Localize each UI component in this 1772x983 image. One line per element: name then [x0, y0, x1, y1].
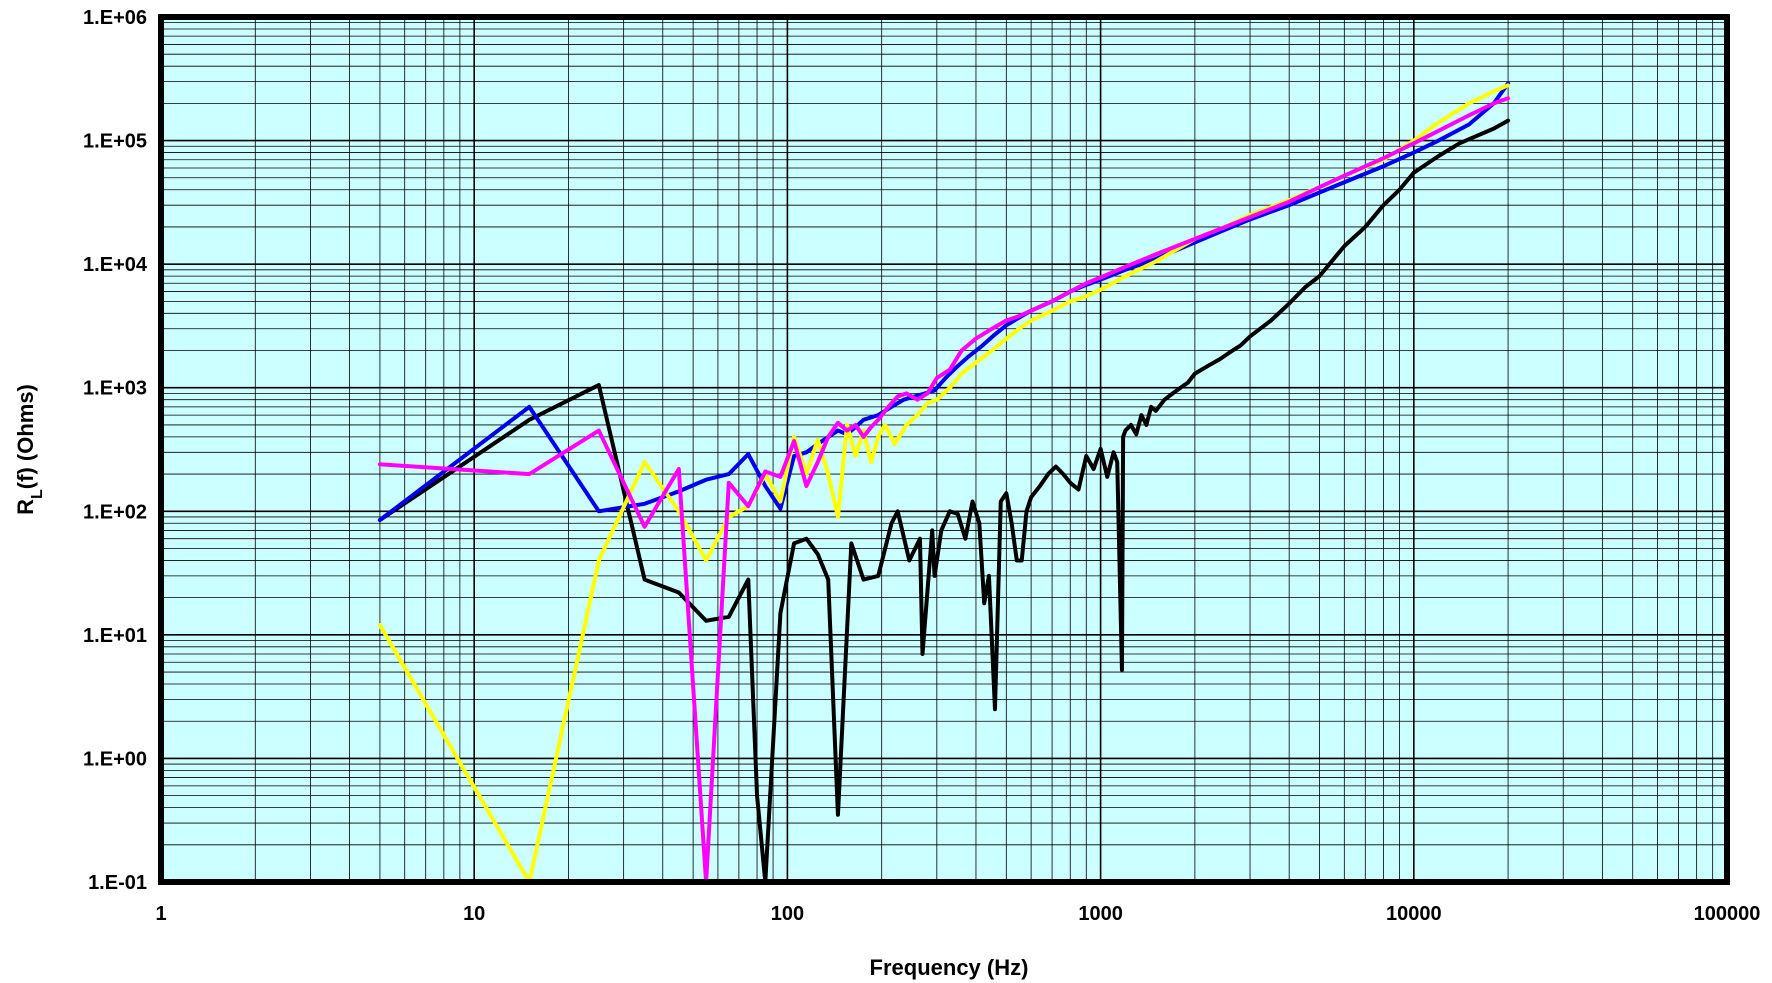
- series-line-1: [377, 118, 1511, 884]
- y-tick-label: 1.E+06: [83, 7, 147, 29]
- plot-frame: [158, 14, 1730, 885]
- x-axis-title: Frequency (Hz): [870, 955, 1029, 980]
- y-axis-title: RL(f) (Ohms): [13, 384, 46, 515]
- minor-gridlines: [161, 17, 1727, 882]
- series-line-2: [377, 81, 1511, 523]
- x-tick-label: 100: [771, 903, 804, 925]
- x-tick-labels: 1 10 100 1000 10000 100000: [155, 903, 1760, 925]
- plot-background: [161, 17, 1727, 882]
- y-tick-label: 1.E+03: [83, 378, 147, 400]
- x-tick-label: 1000: [1078, 903, 1123, 925]
- x-tick-label: 10: [463, 903, 485, 925]
- y-tick-label: 1.E+05: [83, 131, 147, 153]
- series-layer: [377, 81, 1511, 884]
- y-tick-label: 1.E-01: [88, 872, 147, 894]
- series-line-4: [377, 96, 1511, 884]
- y-tick-labels: 1.E-01 1.E+00 1.E+01 1.E+02 1.E+03 1.E+04 1.E+…: [83, 7, 148, 894]
- x-tick-label: 10000: [1386, 903, 1442, 925]
- x-tick-label: 1: [155, 903, 166, 925]
- y-tick-label: 1.E+00: [83, 748, 147, 770]
- y-axis-title-main: R: [13, 499, 38, 515]
- y-tick-label: 1.E+01: [83, 625, 147, 647]
- y-axis-title-subscript: L: [29, 489, 46, 499]
- y-axis-title-rest: (f) (Ohms): [13, 384, 38, 489]
- y-tick-label: 1.E+04: [83, 254, 148, 276]
- x-tick-label: 100000: [1694, 903, 1761, 925]
- y-tick-label: 1.E+02: [83, 501, 147, 523]
